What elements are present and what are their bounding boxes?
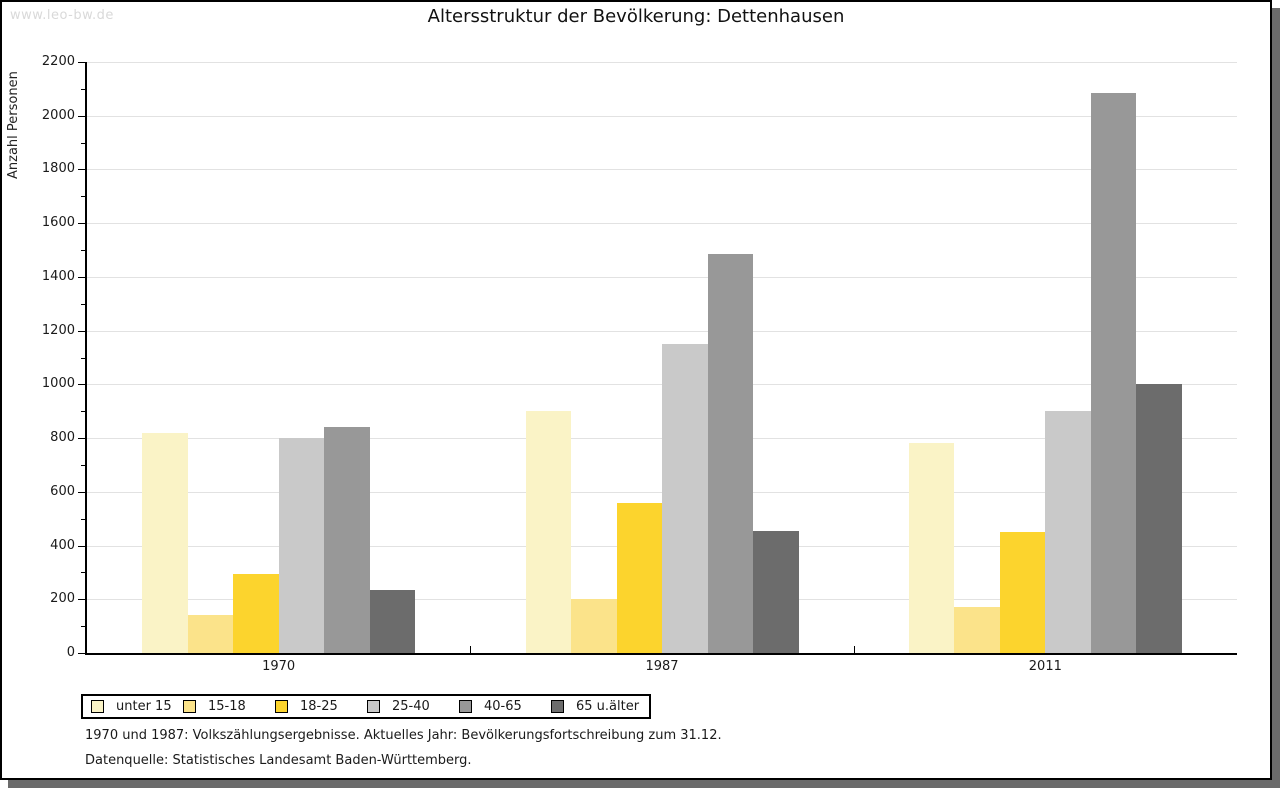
- bar: [1136, 384, 1182, 653]
- plot-area: 0 200 400 600 800 1000 1200 1400 1600 1800 2000 220…: [42, 55, 1237, 674]
- bar: [662, 344, 708, 653]
- gridline: [87, 169, 1237, 171]
- gridline: [87, 330, 1237, 332]
- bar: [369, 589, 416, 653]
- y-minor-tick: [81, 518, 85, 520]
- y-tick-label: 400: [50, 537, 75, 553]
- legend-item: 15-18: [183, 699, 275, 714]
- legend-label: 65 u.älter: [576, 699, 640, 714]
- bar: [753, 530, 799, 653]
- y-tick-label: 1600: [41, 215, 75, 231]
- bar: [1090, 92, 1137, 653]
- footnote-source-method: 1970 und 1987: Volkszählungsergebnisse. …: [85, 728, 722, 743]
- y-major-tick: [78, 545, 85, 547]
- bar: [525, 411, 571, 653]
- bar: [278, 438, 325, 653]
- y-major-tick: [78, 653, 85, 654]
- y-minor-tick: [81, 411, 85, 413]
- legend-swatch: [91, 700, 104, 713]
- legend-label: 40-65: [484, 699, 522, 714]
- x-group-separator-tick: [853, 646, 855, 653]
- y-tick-label: 1200: [41, 322, 75, 338]
- y-axis-title: Anzahl Personen: [6, 71, 21, 179]
- y-minor-tick: [81, 196, 85, 198]
- legend-label: unter 15: [116, 699, 172, 714]
- bar: [187, 615, 234, 653]
- y-major-tick: [78, 491, 85, 493]
- bar: [233, 573, 279, 653]
- y-minor-tick: [81, 572, 85, 574]
- y-tick-label: 1400: [41, 268, 75, 284]
- y-tick-label: 200: [50, 591, 75, 607]
- watermark: www.leo-bw.de: [10, 8, 114, 23]
- legend-swatch: [459, 700, 472, 713]
- y-tick-label: 0: [66, 645, 75, 660]
- legend-swatch: [275, 700, 288, 713]
- legend-label: 18-25: [300, 699, 338, 714]
- gridline: [87, 276, 1237, 278]
- legend-swatch: [367, 700, 380, 713]
- y-tick-label: 600: [50, 483, 75, 499]
- y-tick-label: 1800: [41, 161, 75, 177]
- chart-title: Altersstruktur der Bevölkerung: Dettenha…: [427, 6, 845, 27]
- y-minor-tick: [81, 88, 85, 90]
- x-category-label: 1987: [645, 659, 679, 674]
- bar: [324, 427, 370, 653]
- gridline: [87, 62, 1237, 63]
- legend-swatch: [551, 700, 564, 713]
- y-minor-tick: [81, 626, 85, 628]
- y-major-tick: [78, 276, 85, 278]
- y-major-tick: [78, 223, 85, 225]
- bar: [571, 599, 617, 653]
- y-major-tick: [78, 62, 85, 63]
- y-major-tick: [78, 599, 85, 601]
- x-category-label: 1970: [262, 659, 296, 674]
- bar: [954, 607, 1000, 653]
- y-minor-tick: [81, 142, 85, 144]
- y-major-tick: [78, 438, 85, 440]
- y-minor-tick: [81, 303, 85, 305]
- chart-page: www.leo-bw.de Altersstruktur der Bevölke…: [0, 0, 1272, 780]
- footnote-data-source: Datenquelle: Statistisches Landesamt Bad…: [85, 753, 472, 768]
- y-minor-tick: [81, 357, 85, 359]
- legend-item: 65 u.älter: [551, 699, 645, 714]
- gridline: [87, 115, 1237, 117]
- bar: [707, 254, 753, 653]
- legend-item: 18-25: [275, 699, 367, 714]
- legend-swatch: [183, 700, 196, 713]
- bar: [616, 502, 662, 653]
- legend: unter 15 15-18 18-25 25-40 40-65 65 u.älter: [81, 694, 652, 719]
- bar: [142, 432, 188, 653]
- y-minor-tick: [81, 250, 85, 252]
- y-tick-label: 2200: [41, 54, 75, 69]
- legend-item: 25-40: [367, 699, 459, 714]
- y-tick-label: 800: [50, 430, 75, 446]
- x-category-label: 2011: [1028, 659, 1062, 674]
- y-major-tick: [78, 115, 85, 117]
- x-group-separator-tick: [470, 646, 472, 653]
- y-tick-label: 1000: [41, 376, 75, 392]
- legend-label: 25-40: [392, 699, 430, 714]
- gridline: [87, 223, 1237, 225]
- y-tick-label: 2000: [41, 107, 75, 123]
- y-major-tick: [78, 384, 85, 386]
- bar: [1045, 411, 1091, 653]
- y-major-tick: [78, 330, 85, 332]
- legend-item: unter 15: [91, 699, 183, 714]
- y-major-tick: [78, 169, 85, 171]
- bar: [908, 443, 955, 653]
- y-minor-tick: [81, 464, 85, 466]
- legend-label: 15-18: [208, 699, 246, 714]
- legend-item: 40-65: [459, 699, 551, 714]
- bar: [999, 532, 1046, 653]
